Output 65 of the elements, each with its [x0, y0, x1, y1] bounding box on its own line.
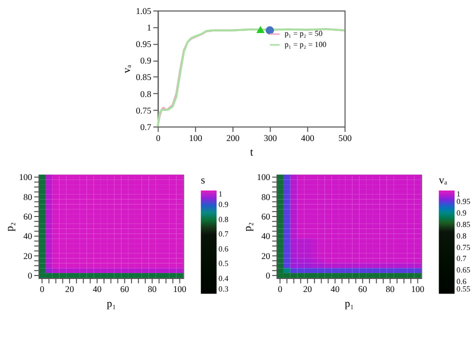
x-tick-label: 300: [264, 132, 278, 143]
legend-label: p₁ = p₂ = 50: [284, 29, 323, 38]
y-tick-label: 0.7: [140, 122, 152, 132]
y-tick-label: 100: [18, 172, 33, 182]
y-tick-label: 80: [261, 192, 271, 202]
color-bar-label: 1: [456, 189, 461, 198]
y-tick-label: 0.9: [140, 56, 152, 66]
y-axis-title: p₂: [242, 222, 254, 232]
x-tick-label: 40: [330, 284, 340, 294]
color-bar-label: 0.65: [456, 266, 470, 275]
y-tick-label: 80: [23, 192, 33, 202]
y-tick-label: 1: [146, 22, 152, 32]
x-tick-label: 100: [411, 284, 425, 294]
y-tick-label: 0: [28, 270, 33, 280]
x-tick-label: 20: [303, 284, 313, 294]
color-bar-label: 0.7: [218, 230, 228, 239]
y-axis-title: p₂: [4, 222, 16, 232]
x-axis-title: p₁: [106, 298, 116, 310]
color-bar-label: 0.8: [456, 231, 466, 240]
color-bar-label: 0.9: [456, 208, 466, 218]
color-bar-label: 0.85: [456, 220, 470, 229]
color-bar-label: 0.75: [456, 242, 470, 252]
color-bar-label: 0.5: [218, 259, 228, 268]
y-tick-label: 60: [23, 211, 33, 222]
y-tick-label: 1.05: [136, 6, 152, 16]
x-tick-label: 60: [358, 284, 368, 294]
x-tick-label: 0: [40, 284, 45, 294]
y-tick-label: 100: [256, 172, 271, 182]
x-tick-label: 500: [338, 132, 352, 143]
y-tick-label: 0.95: [136, 39, 152, 50]
x-tick-label: 40: [92, 284, 102, 294]
x-tick-label: 0: [156, 132, 161, 143]
color-bar-label: 0.95: [456, 196, 470, 206]
y-tick-label: 0: [266, 270, 271, 280]
y-tick-label: 40: [23, 231, 33, 242]
x-tick-label: 20: [65, 284, 75, 294]
color-bar-title: vₐ: [438, 174, 448, 187]
color-bar-label: 1: [218, 189, 223, 198]
color-bar-label: 0.4: [218, 274, 228, 283]
x-tick-label: 200: [226, 132, 240, 143]
color-bar-label: 0.6: [456, 277, 466, 286]
color-bar-label: 0.6: [218, 244, 228, 254]
x-tick-label: 60: [120, 284, 130, 294]
color-bar-label: 0.3: [218, 284, 228, 294]
y-tick-label: 20: [23, 250, 33, 261]
y-tick-label: 0.8: [140, 88, 152, 99]
color-bar-label: 0.9: [218, 200, 228, 210]
legend-label: p₁ = p₂ = 100: [284, 40, 326, 49]
x-tick-label: 400: [301, 132, 315, 143]
x-tick-label: 100: [173, 284, 187, 294]
color-bar-label: 0.8: [218, 214, 228, 224]
y-tick-label: 0.75: [136, 105, 152, 116]
x-tick-label: 0: [278, 284, 283, 294]
y-tick-label: 0.85: [136, 72, 152, 82]
x-tick-label: 100: [188, 132, 203, 143]
x-tick-label: 80: [386, 284, 396, 294]
x-axis-title: t: [250, 146, 254, 159]
y-tick-label: 60: [261, 211, 271, 222]
y-tick-label: 40: [261, 231, 271, 242]
color-bar-label: 0.7: [456, 254, 466, 264]
color-bar-title: s: [200, 174, 206, 187]
y-tick-label: 20: [261, 250, 271, 261]
x-axis-title: p₁: [344, 298, 354, 310]
color-bar-label: 0.55: [456, 284, 470, 294]
y-axis-title: vₐ: [120, 64, 133, 74]
